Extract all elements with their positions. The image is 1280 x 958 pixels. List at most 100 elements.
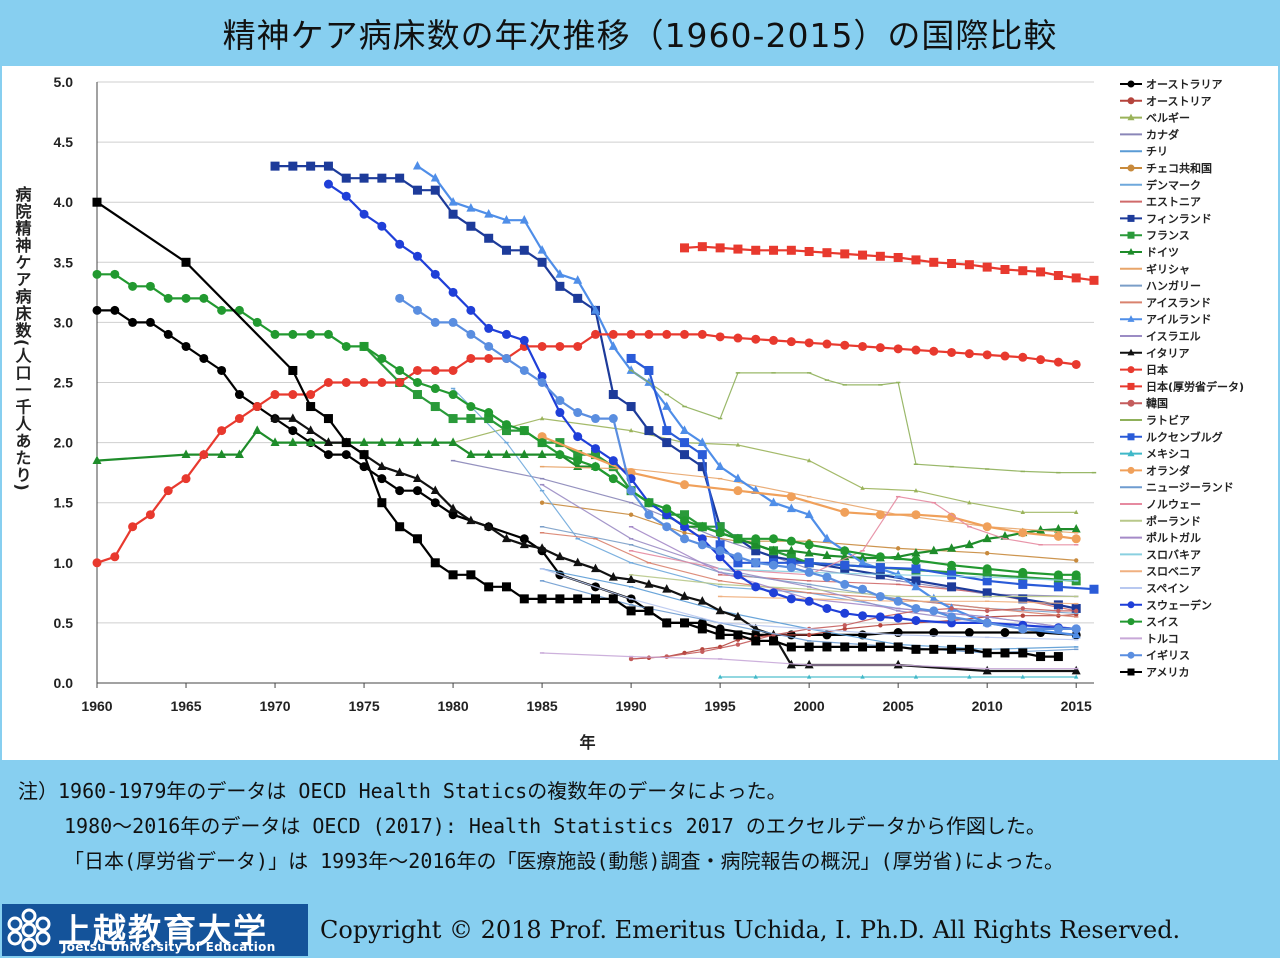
data-point	[751, 245, 761, 255]
series-23	[717, 674, 1079, 679]
data-point	[145, 281, 155, 291]
data-point	[270, 329, 280, 339]
data-point	[217, 305, 227, 315]
data-point	[430, 317, 440, 327]
data-point	[181, 257, 191, 267]
data-point	[466, 203, 476, 212]
data-point	[306, 402, 316, 412]
data-point	[911, 644, 921, 654]
legend-label: フィンランド	[1146, 212, 1212, 225]
data-point	[163, 486, 173, 496]
data-point	[1000, 351, 1010, 361]
data-point	[822, 572, 832, 582]
series-18	[92, 329, 1081, 568]
data-point	[591, 444, 600, 454]
data-point	[644, 426, 654, 436]
data-point	[949, 606, 954, 611]
x-tick-label: 1975	[348, 698, 379, 714]
legend-label: エストニア	[1146, 196, 1201, 209]
series-17	[270, 413, 1081, 675]
series-line	[275, 165, 1077, 610]
legend-label: ベルギー	[1146, 111, 1190, 125]
data-point	[341, 438, 351, 448]
data-point	[1053, 523, 1063, 533]
legend-label: スペイン	[1146, 582, 1189, 595]
legend-swatch-marker	[1127, 618, 1135, 626]
data-point	[786, 536, 796, 546]
data-point	[234, 449, 244, 458]
data-point	[519, 245, 529, 255]
data-point	[680, 591, 690, 600]
data-point	[430, 485, 440, 495]
data-point	[484, 449, 494, 458]
data-point	[875, 563, 885, 573]
data-point	[128, 317, 138, 327]
data-point	[537, 341, 547, 351]
axes: 0.0 0.5 1.0 1.5 2.0 2.5 3.0 3.5 4.0 4.5 5.0 1960 196…	[13, 74, 1094, 752]
series-line	[631, 613, 1077, 660]
series-27	[628, 574, 1079, 598]
data-point	[359, 341, 369, 351]
data-point	[430, 437, 440, 446]
x-tick-label: 2000	[794, 698, 825, 714]
data-point	[911, 615, 921, 625]
data-point	[199, 353, 209, 363]
series-1	[92, 305, 1081, 640]
y-tick-label: 3.0	[54, 314, 74, 330]
x-tick-label: 1960	[81, 698, 112, 714]
logo-english-name: Joetsu University of Education	[62, 940, 276, 954]
legend-label: アメリカ	[1146, 666, 1189, 679]
data-point	[288, 161, 298, 171]
data-point	[1036, 525, 1046, 534]
series-line	[541, 484, 1077, 630]
data-point	[323, 329, 333, 339]
data-point	[555, 594, 565, 604]
legend-entry: ハンガリー	[1120, 279, 1201, 293]
data-point	[680, 516, 690, 526]
data-point	[804, 659, 814, 669]
chart-panel: 0.0 0.5 1.0 1.5 2.0 2.5 3.0 3.5 4.0 4.5 5.0 1960 196…	[2, 66, 1278, 760]
data-point	[484, 582, 494, 592]
data-point	[1089, 584, 1099, 594]
data-point	[377, 461, 387, 471]
data-point	[359, 437, 369, 446]
series-19	[680, 242, 1099, 285]
data-point	[644, 606, 654, 616]
series-lines	[92, 160, 1099, 679]
series-line	[630, 526, 1077, 630]
data-point	[929, 346, 939, 356]
data-point	[234, 390, 244, 400]
data-point	[682, 530, 687, 535]
series-36	[92, 197, 1063, 662]
series-16	[539, 483, 1079, 630]
data-point	[573, 275, 583, 284]
data-point	[913, 488, 919, 493]
data-point	[715, 461, 725, 471]
data-point	[217, 426, 227, 436]
data-point	[911, 555, 921, 565]
y-tick-label: 0.0	[54, 675, 74, 691]
data-point	[537, 378, 547, 387]
data-point	[911, 576, 921, 586]
data-point	[786, 558, 796, 568]
y-tick-label: 5.0	[54, 74, 74, 90]
data-point	[1018, 624, 1028, 634]
x-tick-label: 2005	[883, 698, 914, 714]
data-point	[1056, 608, 1061, 614]
data-point	[628, 656, 634, 662]
data-point	[929, 593, 939, 603]
data-point	[484, 414, 494, 424]
legend-swatch-marker	[1127, 366, 1135, 374]
legend-swatch-marker	[1127, 348, 1135, 356]
data-point	[377, 437, 387, 446]
data-point	[717, 674, 723, 679]
data-point	[628, 428, 634, 433]
data-point	[395, 437, 405, 446]
x-tick-label: 1995	[705, 698, 736, 714]
note-line-1: 注）1960-1979年のデータは OECD Health Staticsの複数…	[18, 779, 787, 803]
data-point	[715, 605, 725, 615]
data-point	[501, 215, 511, 224]
data-point	[804, 338, 814, 348]
legend-swatch-marker	[1127, 433, 1135, 441]
data-point	[501, 353, 511, 363]
